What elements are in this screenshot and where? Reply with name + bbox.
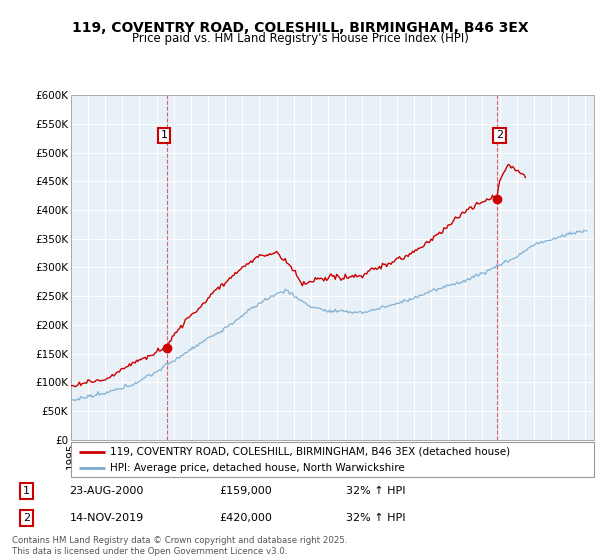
Text: 32% ↑ HPI: 32% ↑ HPI bbox=[346, 486, 406, 496]
Text: 119, COVENTRY ROAD, COLESHILL, BIRMINGHAM, B46 3EX: 119, COVENTRY ROAD, COLESHILL, BIRMINGHA… bbox=[71, 21, 529, 35]
Text: 2: 2 bbox=[496, 130, 503, 141]
Text: 1: 1 bbox=[23, 486, 30, 496]
Text: 1: 1 bbox=[161, 130, 167, 141]
Text: 23-AUG-2000: 23-AUG-2000 bbox=[70, 486, 144, 496]
Text: 14-NOV-2019: 14-NOV-2019 bbox=[70, 514, 144, 524]
FancyBboxPatch shape bbox=[71, 442, 594, 477]
Text: Price paid vs. HM Land Registry's House Price Index (HPI): Price paid vs. HM Land Registry's House … bbox=[131, 32, 469, 45]
Text: 32% ↑ HPI: 32% ↑ HPI bbox=[346, 514, 406, 524]
Text: £420,000: £420,000 bbox=[220, 514, 272, 524]
Text: 119, COVENTRY ROAD, COLESHILL, BIRMINGHAM, B46 3EX (detached house): 119, COVENTRY ROAD, COLESHILL, BIRMINGHA… bbox=[110, 447, 510, 457]
Text: 2: 2 bbox=[23, 514, 30, 524]
Text: HPI: Average price, detached house, North Warwickshire: HPI: Average price, detached house, Nort… bbox=[110, 463, 405, 473]
Text: Contains HM Land Registry data © Crown copyright and database right 2025.
This d: Contains HM Land Registry data © Crown c… bbox=[12, 536, 347, 556]
Text: £159,000: £159,000 bbox=[220, 486, 272, 496]
